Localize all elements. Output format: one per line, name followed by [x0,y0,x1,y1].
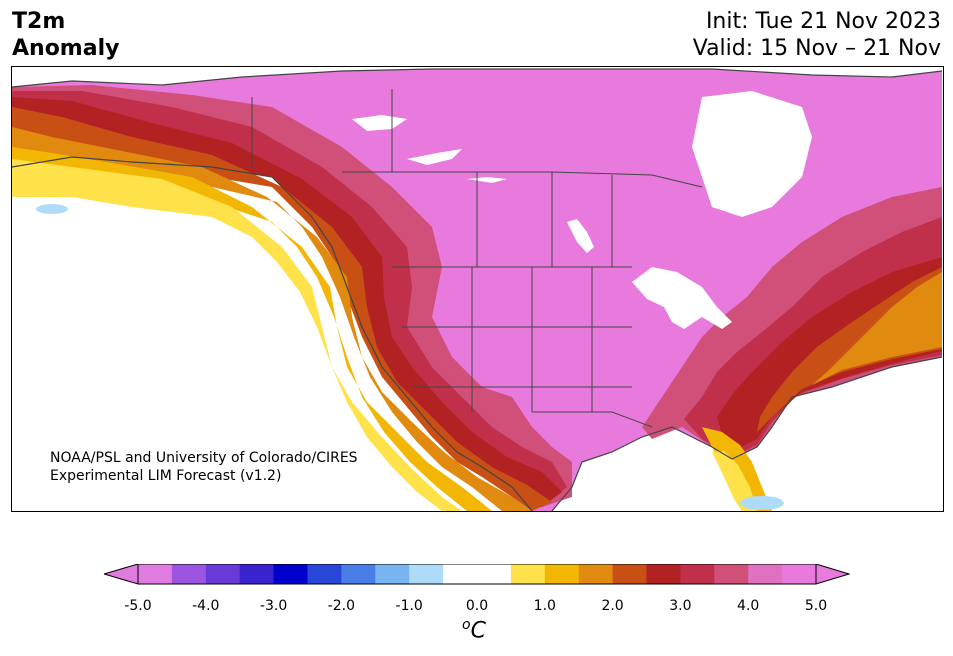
colorbar-tick-label: 4.0 [737,598,760,614]
colorbar-cell [612,564,647,584]
colorbar-tick-label: -2.0 [327,598,356,614]
colorbar-cell [273,564,308,584]
colorbar-tick-label: -5.0 [124,598,152,614]
east-w3 [812,272,942,385]
colorbar [104,564,850,585]
colorbar-units: oC [462,617,486,643]
colorbar-cell [477,564,512,584]
colorbar-tick-label: -1.0 [395,598,423,614]
valid-range: Valid: 15 Nov – 21 Nov [692,36,941,61]
great-slave-lake [407,149,462,165]
colorbar-cell [409,564,444,584]
great-lakes [632,267,732,329]
colorbar-cell [138,564,173,584]
colorbar-cell [714,564,749,584]
colorbar-cell [544,564,580,584]
caribbean-cool-spot [740,496,784,510]
date-info: Init: Tue 21 Nov 2023 Valid: 15 Nov – 21… [693,8,941,62]
credit-text: NOAA/PSL and University of Colorado/CIRE… [50,449,358,485]
colorbar-over-arrow [815,564,850,585]
aleutian-cool-spot [36,204,68,214]
colorbar-tick-label: -4.0 [192,598,220,614]
colorbar-cell [748,564,783,584]
colorbar-cell [782,564,817,584]
colorbar-under-arrow [104,564,139,585]
credit-line-1: NOAA/PSL and University of Colorado/CIRE… [50,450,358,466]
colorbar-tick-label: 2.0 [601,598,624,614]
band-w3 [12,127,532,511]
southeast-w1 [712,451,757,511]
map-canvas [12,68,943,511]
colorbar-cell [510,564,546,584]
init-date: Init: Tue 21 Nov 2023 [705,9,941,34]
political-borders [251,89,703,428]
credit-line-2: Experimental LIM Forecast (v1.2) [50,468,282,484]
colorbar-cell [307,564,342,584]
colorbar-cell [578,564,614,584]
colorbar-cell [646,564,681,584]
colorbar-tick-label: 1.0 [533,598,556,614]
colorbar-cells [138,564,817,584]
colorbar-tick-label: 3.0 [669,598,692,614]
anomaly-map: NOAA/PSL and University of Colorado/CIRE… [11,66,944,512]
lake-winnipeg [567,219,594,253]
colorbar-cell [443,564,478,584]
title-line-1: T2m [12,9,66,34]
great-bear-lake [352,115,407,131]
colorbar-cell [341,564,376,584]
colorbar-tick-label: -3.0 [259,598,288,614]
colorbar-tick-label: 5.0 [804,598,828,614]
colorbar-cell [205,564,241,584]
coastline [12,68,943,511]
units-base: C [470,618,486,644]
colorbar-cell [375,564,410,584]
colorbar-tick-label: 0.0 [465,598,489,614]
colorbar-outline [137,564,817,585]
band-w1 [12,159,462,511]
title-line-2: Anomaly [12,36,120,61]
colorbar-cell [239,564,275,584]
units-superscript: o [462,617,471,633]
map-title: T2m Anomaly [12,8,119,62]
band-w4 [12,107,552,511]
hudson-bay [692,91,812,217]
band-w5 [12,97,562,507]
colorbar-cell [680,564,715,584]
colorbar-cell [171,564,207,584]
gulf-of-mexico [572,459,722,511]
